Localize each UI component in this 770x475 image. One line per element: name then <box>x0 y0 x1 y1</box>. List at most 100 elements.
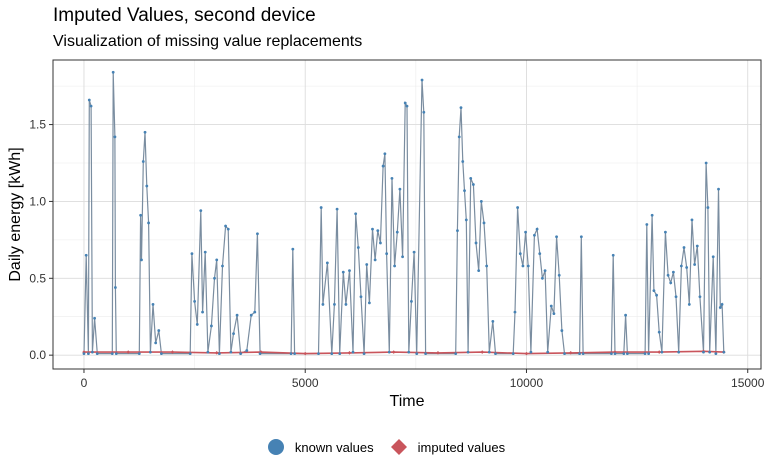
known-point <box>516 206 520 209</box>
known-point <box>217 352 221 356</box>
known-point <box>395 230 399 234</box>
known-point <box>338 352 342 356</box>
known-point <box>110 352 114 356</box>
known-point <box>482 221 486 225</box>
known-point <box>563 352 566 356</box>
legend-label-known: known values <box>294 439 374 455</box>
known-point <box>188 352 192 356</box>
known-point <box>543 269 547 273</box>
known-point <box>474 241 478 245</box>
known-point <box>253 310 257 314</box>
known-point <box>139 213 143 217</box>
known-point <box>226 227 230 231</box>
known-point <box>221 264 224 268</box>
known-point <box>317 352 320 356</box>
known-point <box>371 227 374 231</box>
known-point <box>356 246 360 249</box>
known-point <box>235 313 239 317</box>
known-point <box>652 289 656 292</box>
x-tick-label: 0 <box>81 376 88 390</box>
known-point <box>141 160 145 163</box>
known-point <box>657 330 661 334</box>
known-point <box>461 160 465 163</box>
panel-border <box>52 59 762 370</box>
known-point <box>199 209 203 213</box>
known-point <box>711 255 715 259</box>
imputed-point <box>568 351 573 355</box>
imputed-point <box>126 350 131 354</box>
known-point <box>344 303 348 306</box>
known-point <box>695 244 699 248</box>
known-point <box>348 269 351 273</box>
known-point <box>140 258 143 262</box>
known-point <box>485 264 489 268</box>
known-point <box>645 223 649 226</box>
known-point <box>415 352 419 356</box>
legend: known values imputed values <box>0 436 770 458</box>
known-point <box>541 276 544 280</box>
known-point <box>319 206 323 209</box>
series-layer <box>82 70 726 356</box>
known-point <box>464 218 468 222</box>
y-tick-label: 1.0 <box>29 194 46 208</box>
known-point <box>610 352 613 356</box>
known-point <box>714 352 718 356</box>
imputed-point <box>82 350 86 354</box>
axes: 0 5000 10000 15000 0.0 0.5 1.0 1.5 <box>29 118 764 390</box>
known-point <box>660 350 664 354</box>
known-point <box>526 264 530 268</box>
known-point <box>412 250 416 254</box>
known-point <box>535 227 539 231</box>
known-point <box>367 301 371 305</box>
known-point <box>351 350 355 354</box>
x-tick-label: 15000 <box>731 376 765 390</box>
known-point <box>622 352 626 356</box>
known-point <box>90 350 94 354</box>
known-point <box>365 263 369 266</box>
known-point <box>529 350 533 354</box>
known-point <box>720 303 724 306</box>
known-point <box>249 313 253 317</box>
known-point <box>611 253 615 257</box>
known-point <box>459 106 463 110</box>
known-point <box>494 352 497 356</box>
known-point <box>479 200 483 203</box>
imputed-point <box>170 350 175 354</box>
known-point <box>398 187 402 191</box>
known-point <box>333 303 336 306</box>
known-point <box>706 206 710 209</box>
known-point <box>666 273 670 277</box>
known-point <box>341 270 345 274</box>
x-axis-title: Time <box>390 393 425 410</box>
known-point <box>210 324 213 328</box>
known-point <box>477 269 481 273</box>
known-point <box>201 310 204 314</box>
x-tick-label: 5000 <box>292 376 319 390</box>
imputed-point <box>524 351 529 356</box>
known-point <box>410 299 413 303</box>
chart-title: Imputed Values, second device <box>53 5 316 26</box>
known-point <box>87 98 91 102</box>
known-point <box>354 212 358 216</box>
known-point <box>557 273 561 277</box>
known-point <box>256 232 259 236</box>
imputed-point <box>391 350 396 354</box>
known-point <box>359 295 363 299</box>
known-point <box>693 263 697 266</box>
known-point <box>289 352 293 356</box>
known-point <box>685 266 689 269</box>
known-point <box>625 352 629 356</box>
known-point <box>190 252 194 256</box>
known-point <box>193 299 197 303</box>
known-point <box>718 306 722 309</box>
known-point <box>335 207 339 211</box>
known-point <box>84 253 88 257</box>
chart-subtitle: Visualization of missing value replaceme… <box>53 33 363 50</box>
known-point <box>381 164 385 168</box>
y-axis-title: Daily energy [kWh] <box>7 147 24 281</box>
known-point <box>405 104 409 108</box>
known-values-line <box>83 72 725 355</box>
known-point <box>420 78 424 82</box>
imputed-point <box>657 350 662 354</box>
known-point <box>390 176 394 180</box>
